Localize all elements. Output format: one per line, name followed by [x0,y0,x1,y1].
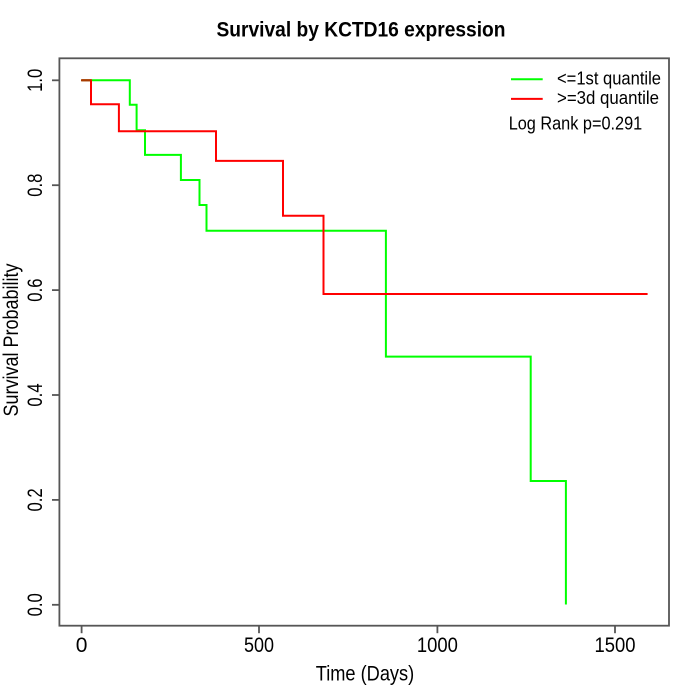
svg-text:500: 500 [244,634,274,657]
svg-text:Survival Probability: Survival Probability [0,263,23,416]
svg-text:Time (Days): Time (Days) [316,663,414,686]
svg-text:>=3d quantile: >=3d quantile [557,88,659,108]
svg-text:0.2: 0.2 [24,488,47,511]
svg-text:0: 0 [76,634,88,657]
svg-text:1.0: 1.0 [24,69,47,92]
svg-text:Log Rank p=0.291: Log Rank p=0.291 [509,113,643,133]
svg-text:0.8: 0.8 [24,174,47,197]
svg-text:0.6: 0.6 [24,279,47,302]
svg-text:1000: 1000 [417,634,458,657]
svg-text:<=1st quantile: <=1st quantile [557,68,661,88]
svg-text:0.0: 0.0 [24,593,47,616]
svg-text:0.4: 0.4 [24,383,47,406]
svg-text:1500: 1500 [595,634,636,657]
svg-text:Survival by KCTD16 expression: Survival by KCTD16 expression [217,19,506,42]
